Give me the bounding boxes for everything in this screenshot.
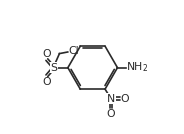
Text: S: S — [50, 63, 57, 73]
Text: O: O — [42, 49, 51, 59]
Text: O: O — [107, 109, 115, 119]
Text: N: N — [107, 94, 115, 104]
Text: Cl: Cl — [68, 46, 79, 56]
Text: O: O — [121, 94, 129, 104]
Text: NH$_2$: NH$_2$ — [126, 60, 148, 74]
Text: O: O — [42, 77, 51, 87]
